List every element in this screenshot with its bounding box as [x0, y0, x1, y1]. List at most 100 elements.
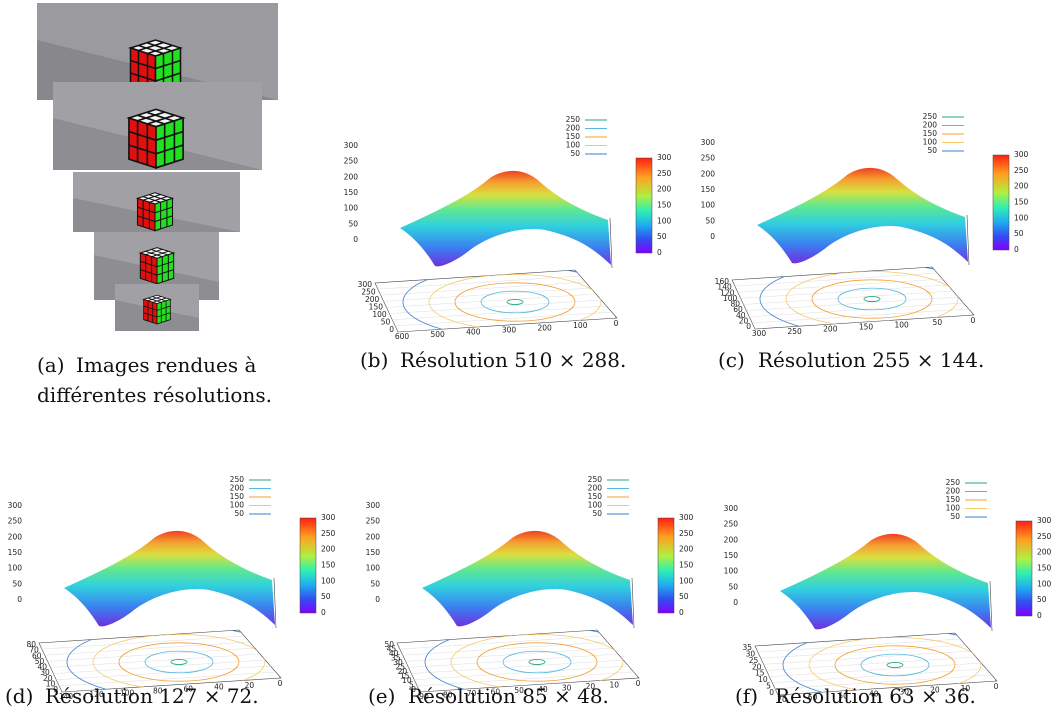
colorbar-tick-label: 100: [1014, 213, 1029, 222]
y-tick-label: 0: [411, 685, 416, 694]
z-tick-label: 100: [724, 567, 739, 576]
x-tick-label: 50: [838, 691, 848, 700]
y-tick-label: 20: [752, 662, 762, 671]
y-tick-label: 20: [398, 667, 408, 676]
y-tick-label: 40: [389, 649, 399, 658]
y-tick-label: 100: [372, 310, 387, 319]
caption: Résolution 255 × 144.: [758, 348, 984, 372]
x-tick-label: 10: [609, 680, 619, 689]
z-tick-label: 200: [724, 535, 739, 544]
y-tick-label: 35: [391, 654, 401, 663]
colorbar-tick-label: 200: [657, 185, 672, 194]
plot-floor: [754, 632, 998, 696]
colorbar-tick-label: 250: [1037, 532, 1052, 541]
y-tick-label: 150: [369, 303, 384, 312]
y-tick-label: 300: [358, 280, 373, 289]
z-tick-label: 100: [366, 564, 381, 573]
contour: [837, 287, 907, 311]
y-tick-label: 40: [37, 663, 47, 672]
axis-edge: [609, 217, 613, 269]
surface: [64, 530, 275, 627]
floor-grid: [389, 299, 602, 314]
floor-grid: [746, 296, 959, 311]
legend-label: 100: [923, 138, 938, 147]
floor-grid: [44, 641, 250, 656]
y-tick-label: 45: [387, 645, 397, 654]
x-tick-label: 80: [443, 691, 453, 700]
x-tick-label: 250: [788, 327, 803, 336]
x-tick-label: 50: [514, 686, 524, 695]
contour: [144, 650, 214, 674]
floor-grid: [59, 671, 276, 687]
legend-label: 250: [566, 115, 581, 124]
contour: [476, 642, 598, 682]
colorbar-tick-label: 0: [679, 608, 684, 617]
x-tick-label: 40: [869, 689, 879, 698]
z-tick-label: 300: [8, 501, 23, 510]
floor-grid: [752, 308, 969, 324]
floor-grid: [749, 302, 964, 317]
contour: [402, 270, 617, 332]
colorbar-tick-label: 300: [1014, 150, 1029, 159]
y-tick-label: 25: [749, 656, 759, 665]
contour: [454, 282, 576, 322]
y-tick-label: 70: [29, 646, 39, 655]
y-tick-label: 35: [742, 643, 752, 652]
x-tick-label: 20: [586, 682, 596, 691]
contour: [424, 630, 639, 692]
floor-grid: [769, 662, 982, 677]
y-tick-label: 0: [389, 325, 394, 334]
x-tick-label: 60: [184, 685, 194, 694]
floor-grid: [757, 638, 961, 653]
colorbar: [1015, 520, 1033, 617]
legend-label: 100: [230, 501, 245, 510]
z-tick-label: 150: [366, 548, 381, 557]
caption: Résolution 510 × 288.: [400, 348, 626, 372]
legend-label: 150: [230, 492, 245, 501]
x-tick-label: 100: [573, 321, 588, 330]
contour: [782, 633, 997, 695]
legend-label: 250: [923, 112, 938, 121]
y-tick-label: 30: [746, 649, 756, 658]
cube: [139, 247, 175, 285]
colorbar-tick-label: 200: [679, 545, 694, 554]
contour: [480, 290, 550, 314]
rendered-images: [37, 3, 278, 331]
contour: [811, 279, 933, 319]
contour: [118, 642, 240, 682]
y-tick-label: 40: [736, 311, 746, 320]
axis-edge: [966, 214, 970, 266]
z-tick-label: 200: [8, 532, 23, 541]
legend-label: 100: [946, 504, 961, 513]
x-tick-label: 400: [466, 328, 481, 337]
z-tick-label: 100: [701, 201, 716, 210]
contour: [860, 653, 930, 677]
floor-grid: [414, 665, 629, 680]
z-tick-label: 200: [344, 172, 359, 181]
colorbar-tick-label: 200: [1037, 548, 1052, 557]
z-tick-label: 150: [701, 185, 716, 194]
x-tick-label: 0: [971, 316, 976, 325]
colorbar: [299, 517, 317, 614]
z-tick-label: 100: [8, 564, 23, 573]
colorbar-tick-label: 150: [321, 561, 336, 570]
y-tick-label: 80: [730, 300, 740, 309]
contour: [170, 659, 188, 665]
y-tick-label: 30: [393, 658, 403, 667]
colorbar-tick-label: 300: [679, 513, 694, 522]
y-tick-label: 140: [717, 283, 732, 292]
floor-grid: [386, 293, 597, 308]
legend-label: 50: [234, 509, 244, 518]
z-tick-label: 50: [728, 582, 738, 591]
x-tick-label: 40: [538, 685, 548, 694]
x-tick-label: 20: [930, 686, 940, 695]
y-tick-label: 5: [766, 682, 771, 691]
colorbar-tick-label: 50: [1037, 595, 1047, 604]
z-tick-label: 250: [344, 157, 359, 166]
y-tick-label: 120: [720, 288, 735, 297]
caption: Résolution 127 × 72.: [45, 684, 259, 708]
colorbar-tick-label: 200: [1014, 182, 1029, 191]
y-tick-label: 200: [365, 295, 380, 304]
